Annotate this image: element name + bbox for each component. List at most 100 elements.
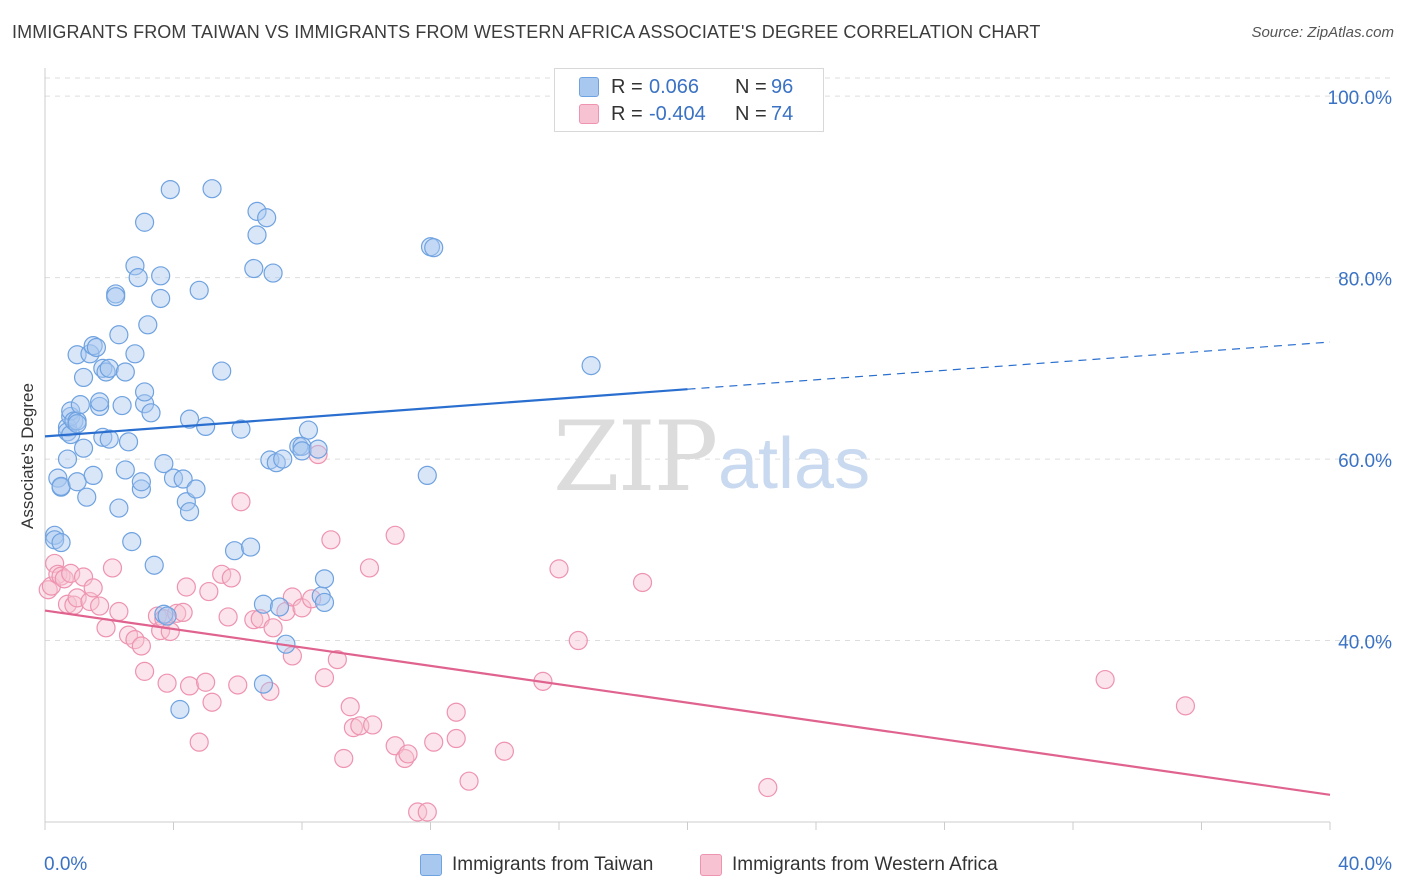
taiwan-point [131,472,151,492]
y-tick-label: 100.0% [1328,88,1393,109]
wafrica-point [67,588,87,608]
wafrica-point [83,578,103,598]
taiwan-point [144,555,164,575]
wafrica-point [61,563,81,583]
taiwan-point [273,449,293,469]
taiwan-legend-swatch [420,854,442,876]
wafrica-point [109,601,129,622]
taiwan-point [109,498,129,518]
wafrica-point [327,649,347,670]
legend-label: Immigrants from Western Africa [732,854,998,875]
wafrica-point [632,572,653,593]
wafrica-point [549,559,569,579]
taiwan-point [253,594,274,614]
wafrica-point [202,692,222,712]
taiwan-point [141,403,161,423]
taiwan-point [173,469,193,489]
taiwan-point [128,268,148,288]
taiwan-point [151,266,171,286]
taiwan-point [125,256,145,276]
taiwan-point [115,460,135,480]
taiwan-point [93,358,113,378]
wafrica-legend-swatch [700,854,722,876]
legend-item-taiwan[interactable]: Immigrants from Taiwan [420,852,653,878]
x-tick-label: 40.0% [1338,854,1392,875]
r-label: R = [611,102,643,125]
wafrica-point [446,728,466,749]
wafrica-point [160,621,180,642]
watermark-zip: ZIP [553,401,716,513]
taiwan-point [115,362,135,382]
axes [44,68,1331,830]
wafrica-swatch [579,104,599,124]
taiwan-point [99,429,119,449]
wafrica-point [199,581,219,602]
taiwan-point [125,344,145,364]
wafrica-point [73,567,94,587]
x-tick-label: 0.0% [44,854,87,875]
wafrica-point [196,672,216,692]
taiwan-point [186,479,206,499]
wafrica-point [212,564,232,584]
wafrica-point [231,492,251,512]
taiwan-point [189,280,209,300]
x-tick-labels: 0.0% 40.0% [44,854,1392,875]
wafrica-point [408,802,428,822]
wafrica-point [424,732,444,752]
r-value: -0.404 [649,102,706,125]
taiwan-point [196,416,216,437]
taiwan-point [157,606,177,626]
wafrica-point [568,630,588,651]
wafrica-point [189,732,209,752]
taiwan-point [131,479,151,499]
wafrica-point [359,558,380,578]
gridlines [45,77,1392,642]
wafrica-point [459,771,479,791]
taiwan-point [112,395,132,416]
wafrica-point [494,741,514,761]
wafrica-point [334,748,354,769]
taiwan-point [308,439,328,459]
taiwan-point [424,238,444,258]
taiwan-point [292,441,312,461]
taiwan-point [118,432,139,452]
taiwan-point [241,537,261,557]
taiwan-point [257,208,277,228]
wafrica-point [228,675,248,695]
taiwan-point [263,263,283,283]
trend-line-wafrica [44,609,1331,796]
taiwan-point [90,396,110,417]
taiwan-point [231,419,251,439]
taiwan-point [83,336,103,356]
y-tick-label: 60.0% [1338,451,1392,472]
wafrica-point [363,715,383,735]
n-value: 74 [771,102,794,125]
taiwan-point [67,472,87,492]
wafrica-point [221,568,241,588]
legend-item-wafrica[interactable]: Immigrants from Western Africa [700,852,998,878]
taiwan-point [109,325,129,345]
taiwan-point [154,454,174,474]
taiwan-point [138,315,158,335]
n-value: 96 [771,75,794,98]
taiwan-swatch [579,77,599,97]
taiwan-point [581,356,601,376]
taiwan-point [77,487,97,507]
taiwan-point [247,225,267,245]
taiwan-point [51,532,71,553]
trend-line-taiwan [44,388,688,438]
y-axis-title: Associate's Degree [18,383,37,529]
chart-title: IMMIGRANTS FROM TAIWAN VS IMMIGRANTS FRO… [12,22,1041,42]
y-tick-labels: 40.0% 60.0% 80.0% 100.0% [1328,88,1393,653]
wafrica-point [446,702,466,722]
series-wafrica [38,444,1196,822]
wafrica-point [134,661,155,681]
taiwan-point [417,465,437,486]
r-label: R = [611,75,643,98]
wafrica-point [282,587,302,607]
wafrica-point [260,681,280,701]
taiwan-point [160,180,180,200]
taiwan-point [314,592,335,613]
taiwan-point [266,453,286,473]
